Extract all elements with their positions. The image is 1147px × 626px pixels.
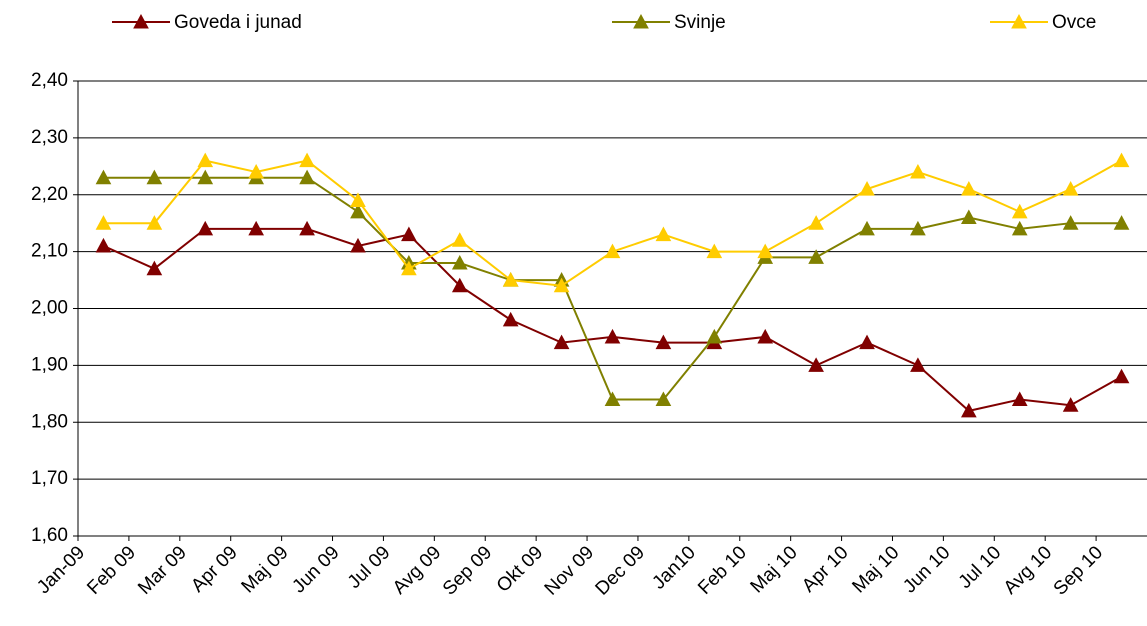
marker [133, 13, 149, 29]
x-tick-label: Jun 10 [899, 542, 954, 597]
x-tick-label: Sep 10 [1050, 542, 1107, 599]
marker [1113, 152, 1130, 168]
marker [910, 163, 926, 179]
marker [808, 215, 824, 230]
marker [1011, 203, 1028, 219]
x-tick-label: Maj 10 [747, 542, 802, 597]
marker [1113, 368, 1130, 384]
y-tick-label: 1,80 [31, 411, 68, 432]
marker [859, 181, 875, 196]
marker [655, 226, 672, 242]
x-tick-label: Apr 10 [798, 542, 852, 596]
y-tick-label: 1,60 [31, 525, 68, 546]
marker [960, 181, 977, 196]
marker [248, 220, 265, 236]
marker [401, 226, 417, 242]
marker [706, 243, 723, 259]
marker [95, 237, 112, 253]
marker [350, 192, 366, 207]
marker [146, 260, 163, 276]
x-tick-label: Jun 09 [288, 542, 343, 597]
y-tick-label: 2,30 [31, 127, 68, 148]
marker [633, 13, 649, 29]
marker [451, 254, 468, 270]
marker [350, 203, 366, 219]
marker [502, 272, 519, 287]
marker [1011, 391, 1028, 406]
marker [706, 328, 723, 344]
x-tick-label: Okt 09 [493, 542, 547, 596]
y-tick-label: 1,90 [31, 354, 68, 375]
marker [1062, 397, 1079, 412]
y-tick-label: 2,20 [31, 184, 68, 205]
marker [502, 311, 519, 327]
marker [1113, 215, 1130, 230]
y-tick-label: 1,70 [31, 468, 68, 489]
marker [655, 334, 672, 350]
marker [299, 152, 315, 168]
marker [859, 334, 875, 350]
marker [960, 402, 977, 418]
marker [146, 169, 163, 185]
x-tick-label: Avg 10 [1000, 542, 1056, 598]
x-tick-label: Feb 09 [83, 542, 140, 599]
marker [401, 260, 417, 276]
marker [910, 220, 926, 236]
x-tick-label: Mar 09 [134, 542, 191, 599]
marker [299, 169, 315, 185]
marker [197, 152, 214, 168]
marker [95, 215, 112, 230]
x-tick-label: Nov 09 [541, 542, 598, 599]
marker [960, 209, 977, 224]
marker [197, 220, 214, 236]
x-tick-label: Feb 10 [694, 542, 751, 599]
marker [604, 391, 621, 406]
marker [859, 220, 875, 236]
legend-label: Goveda i junad [174, 12, 302, 33]
marker [604, 243, 621, 259]
x-tick-label: Sep 09 [439, 542, 496, 599]
marker [1011, 13, 1027, 29]
marker [553, 334, 570, 350]
marker [808, 357, 824, 372]
marker [1062, 215, 1079, 230]
x-tick-label: Jan10 [648, 542, 699, 593]
x-tick-label: Jan-09 [33, 542, 89, 598]
marker [910, 357, 926, 372]
marker [95, 169, 112, 185]
marker [1062, 181, 1079, 196]
marker [451, 277, 468, 293]
x-tick-label: Maj 10 [848, 542, 903, 597]
marker [197, 169, 214, 185]
x-tick-label: Apr 09 [187, 542, 241, 596]
marker [757, 328, 774, 344]
legend-label: Ovce [1052, 12, 1096, 33]
marker [808, 249, 824, 264]
x-tick-label: Dec 09 [592, 542, 649, 599]
y-tick-label: 2,40 [31, 70, 68, 91]
marker [350, 237, 366, 253]
marker [299, 220, 315, 236]
marker [146, 215, 163, 230]
marker [248, 163, 265, 179]
marker [553, 277, 570, 293]
marker [604, 328, 621, 344]
marker [655, 391, 672, 406]
x-tick-label: Jul 10 [955, 542, 1006, 593]
marker [1011, 220, 1028, 236]
x-tick-label: Jul 09 [344, 542, 395, 593]
legend-label: Svinje [674, 12, 726, 33]
y-tick-label: 2,10 [31, 241, 68, 262]
x-tick-label: Maj 09 [238, 542, 293, 597]
marker [451, 232, 468, 247]
marker [757, 243, 774, 259]
x-tick-label: Avg 09 [389, 542, 445, 598]
y-tick-label: 2,00 [31, 298, 68, 319]
